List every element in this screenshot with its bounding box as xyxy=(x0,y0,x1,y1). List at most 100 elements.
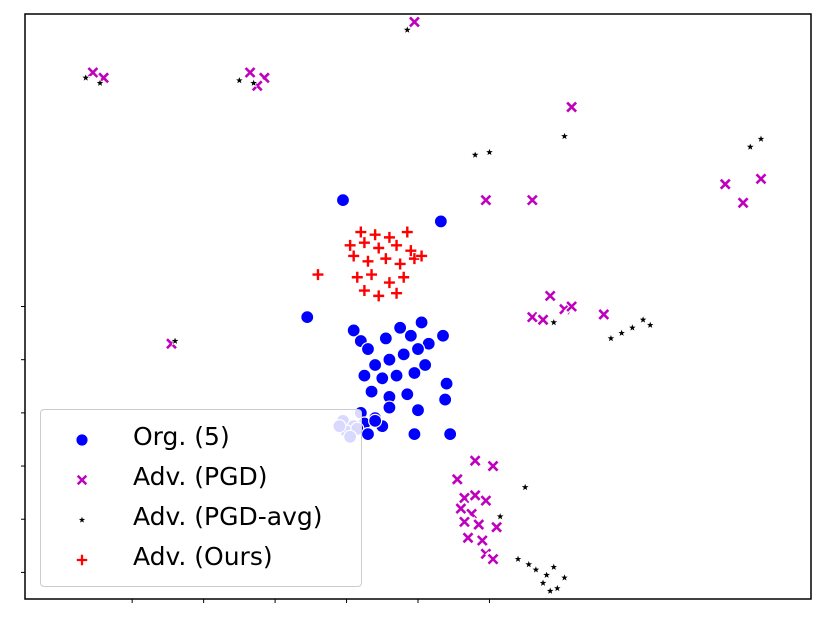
data-point-plus xyxy=(344,239,356,251)
data-point-x xyxy=(524,309,541,326)
data-point-x xyxy=(242,64,259,81)
data-point-star xyxy=(537,577,549,588)
data-point-star xyxy=(548,316,560,328)
data-point-circle xyxy=(346,323,361,338)
data-point-star xyxy=(523,558,535,570)
data-point-circle xyxy=(389,368,404,383)
data-point-plus xyxy=(348,250,360,262)
legend-label: Adv. (PGD) xyxy=(133,462,268,491)
data-point-circle xyxy=(439,376,454,391)
data-point-star xyxy=(494,510,506,522)
data-point-circle xyxy=(396,347,411,362)
data-point-x xyxy=(406,13,423,31)
data-point-plus xyxy=(383,231,395,243)
data-point-circle xyxy=(382,352,397,367)
data-point-star xyxy=(626,321,638,333)
data-point-circle xyxy=(375,371,390,386)
data-point-circle xyxy=(335,193,351,208)
data-point-star xyxy=(559,130,570,141)
data-point-circle xyxy=(368,357,383,373)
data-point-circle xyxy=(407,427,422,442)
data-point-star xyxy=(644,319,656,330)
data-point-x xyxy=(524,192,541,209)
data-point-circle xyxy=(433,214,448,229)
data-point-star xyxy=(637,314,649,325)
data-point-x xyxy=(488,519,505,536)
data-point-x xyxy=(456,489,473,506)
legend-marker-circle-shape xyxy=(75,433,89,447)
data-point-circle xyxy=(360,341,376,357)
data-point-circle xyxy=(438,392,453,407)
data-point-plus xyxy=(383,277,395,289)
data-point-plus xyxy=(405,245,417,257)
legend-entry: Org. (5) xyxy=(41,418,361,458)
data-point-circle xyxy=(414,315,429,330)
data-point-star xyxy=(94,77,106,88)
data-point-x xyxy=(595,306,612,323)
data-point-plus xyxy=(373,290,385,302)
data-point-circle xyxy=(410,403,426,418)
legend-marker-star xyxy=(76,514,88,525)
legend-marker-star-shape xyxy=(76,514,88,525)
data-point-plus xyxy=(369,229,381,241)
data-point-star xyxy=(544,585,556,596)
legend-entry: Adv. (PGD-avg) xyxy=(41,498,361,538)
legend: Org. (5) Adv. (PGD) Adv. (PGD-avg) Adv. (Ou… xyxy=(40,409,362,587)
data-point-star xyxy=(401,24,413,35)
data-point-circle xyxy=(382,400,397,415)
legend-marker-plus xyxy=(76,554,88,566)
data-point-circle xyxy=(357,368,372,383)
legend-marker-plus-shape xyxy=(76,554,88,566)
data-point-plus xyxy=(351,271,363,283)
axis-ticks xyxy=(21,306,490,603)
data-point-circle xyxy=(378,331,393,346)
data-point-x xyxy=(452,500,469,517)
data-point-plus xyxy=(366,269,378,281)
series-circle xyxy=(300,193,458,444)
data-point-plus xyxy=(398,271,410,283)
data-point-plus xyxy=(358,285,370,297)
data-point-plus xyxy=(391,239,403,251)
legend-label: Adv. (PGD-avg) xyxy=(133,502,323,531)
data-point-plus xyxy=(401,226,413,238)
data-point-plus xyxy=(312,269,324,281)
data-point-x xyxy=(477,192,494,209)
data-point-plus xyxy=(408,253,420,265)
data-point-star xyxy=(559,571,570,583)
data-point-circle xyxy=(407,365,422,381)
data-point-circle xyxy=(403,328,418,343)
series-star xyxy=(80,24,767,596)
data-point-star xyxy=(233,74,245,86)
data-point-x xyxy=(542,287,559,304)
data-point-x xyxy=(563,298,580,315)
data-point-star xyxy=(530,563,542,575)
legend-entry: Adv. (PGD) xyxy=(41,458,361,498)
data-point-x xyxy=(752,170,770,187)
legend-marker-x-shape xyxy=(74,472,90,488)
data-point-star xyxy=(605,332,617,344)
data-point-x xyxy=(484,458,502,475)
data-point-star xyxy=(755,133,767,144)
legend-label: Adv. (Ours) xyxy=(133,542,273,571)
data-point-x xyxy=(535,311,552,328)
data-point-plus xyxy=(380,253,392,265)
data-point-plus xyxy=(362,255,374,267)
data-point-circle xyxy=(300,310,315,325)
data-point-x xyxy=(470,516,487,533)
data-point-x xyxy=(735,194,752,211)
data-point-circle xyxy=(443,427,458,442)
plot-area xyxy=(80,13,770,596)
data-point-circle xyxy=(360,427,376,442)
data-point-circle xyxy=(393,320,408,335)
data-point-circle xyxy=(400,387,415,402)
legend-marker-x xyxy=(74,472,90,488)
data-point-x xyxy=(84,64,101,81)
data-point-star xyxy=(519,481,531,492)
data-point-x xyxy=(467,452,484,469)
data-point-x xyxy=(474,532,491,549)
legend-label: Org. (5) xyxy=(133,422,230,451)
data-point-star xyxy=(512,553,524,564)
data-point-plus xyxy=(358,237,370,249)
data-point-x xyxy=(449,471,466,488)
